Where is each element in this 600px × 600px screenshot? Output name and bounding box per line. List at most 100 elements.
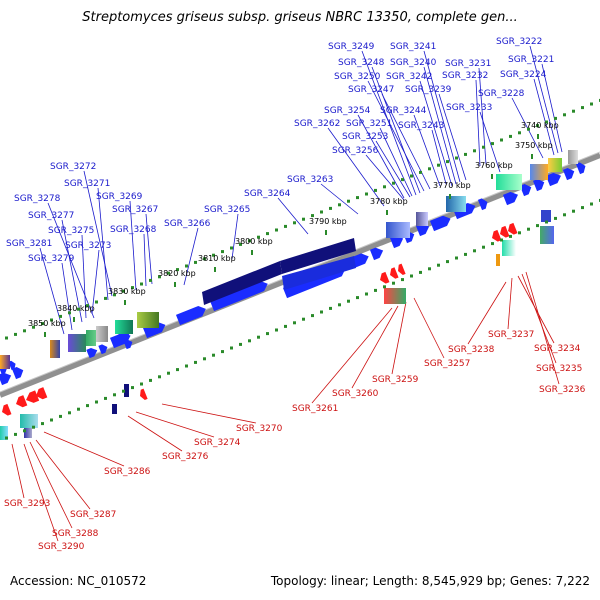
forward-gene <box>369 247 384 261</box>
genome-summary-label: Topology: linear; Length: 8,545,929 bp; … <box>270 574 590 588</box>
top-label-connector <box>320 183 359 215</box>
scale-dot <box>419 170 422 174</box>
top-label-connector <box>183 227 199 286</box>
top-label-connector <box>367 80 425 192</box>
bottom-gene-label: SGR_3270 <box>236 424 283 434</box>
reverse-gene <box>380 271 390 284</box>
top-gene-label: SGR_3222 <box>496 37 542 47</box>
forward-gene <box>477 198 488 211</box>
large-dark-gene <box>202 261 282 305</box>
top-label-connector <box>231 213 239 260</box>
highlight-gene <box>68 334 86 352</box>
highlight-gene <box>96 326 108 342</box>
scale-tick-label: 3810 kbp <box>198 254 236 263</box>
top-label-connector <box>423 66 457 185</box>
small-gene <box>496 254 500 266</box>
scale-dot <box>455 156 458 160</box>
scale-dot <box>347 199 350 203</box>
gene-labels: SGR_3222 SGR_3221 SGR_3224 SGR_3228 SGR_3233… <box>4 37 586 552</box>
scale-dot <box>383 285 386 289</box>
forward-gene <box>575 162 586 175</box>
scale-dot <box>32 325 35 329</box>
reverse-gene <box>508 222 518 235</box>
bottom-gene-label: SGR_3290 <box>38 542 85 552</box>
top-gene-label: SGR_3244 <box>380 106 427 116</box>
bottom-gene-label: SGR_3286 <box>104 467 151 477</box>
scale-tick-label: 3790 kbp <box>309 217 347 226</box>
scale-dot <box>212 253 215 257</box>
scale-tick <box>251 250 253 255</box>
scale-dot <box>572 109 575 113</box>
scale-dot <box>581 106 584 110</box>
reverse-gene <box>36 387 48 400</box>
scale-dot <box>14 332 17 336</box>
scale-dot <box>113 293 116 297</box>
top-label-connector <box>81 234 87 319</box>
scale-dot <box>428 167 431 171</box>
scale-dot <box>293 321 296 325</box>
scale-dot <box>77 407 80 411</box>
scale-dot <box>239 242 242 246</box>
scale-dot <box>545 120 548 124</box>
top-label-connector <box>413 114 441 187</box>
scale-dot <box>401 278 404 282</box>
forward-gene <box>123 339 133 350</box>
highlight-gene <box>416 212 428 226</box>
scale-dot <box>257 235 260 239</box>
top-gene-label: SGR_3233 <box>446 103 492 113</box>
scale-tick-label: 3840 kbp <box>57 304 95 313</box>
scale-dot <box>131 386 134 390</box>
bottom-gene-label: SGR_3234 <box>534 344 581 354</box>
scale-dot <box>329 206 332 210</box>
highlight-gene <box>20 414 38 428</box>
scale-dot <box>392 281 395 285</box>
scale-dot <box>194 360 197 364</box>
top-gene-label: SGR_3275 <box>48 226 94 236</box>
bottom-gene-label: SGR_3274 <box>194 438 241 448</box>
scale-tick <box>44 332 46 337</box>
scale-dot <box>302 217 305 221</box>
scale-dot <box>185 264 188 268</box>
scale-dot <box>338 203 341 207</box>
highlight-gene <box>496 174 522 190</box>
scale-dot <box>311 314 314 318</box>
scale-dot <box>464 252 467 256</box>
scale-tick <box>325 230 327 235</box>
scale-tick <box>174 282 176 287</box>
dark-gene <box>112 404 117 414</box>
bottom-label-connector <box>507 277 513 330</box>
scale-dot <box>410 274 413 278</box>
scale-dot <box>509 134 512 138</box>
top-label-connector <box>83 170 113 297</box>
top-gene-label: SGR_3240 <box>390 58 437 68</box>
highlight-gene <box>115 320 133 334</box>
top-label-connector <box>277 197 309 235</box>
top-gene-label: SGR_3264 <box>244 189 291 199</box>
scale-tick <box>449 194 451 199</box>
scale-dot <box>221 250 224 254</box>
top-label-connector <box>91 249 100 315</box>
highlight-gene <box>137 312 159 328</box>
top-label-connector <box>475 79 481 167</box>
forward-gene <box>98 344 108 355</box>
scale-dot <box>185 364 188 368</box>
top-gene-label: SGR_3221 <box>508 55 554 65</box>
scale-tick-label: 3770 kbp <box>433 181 471 190</box>
top-gene-label: SGR_3269 <box>96 192 143 202</box>
bottom-label-connector <box>29 441 73 529</box>
scale-dot <box>32 425 35 429</box>
bottom-label-connector <box>11 443 25 499</box>
scale-dot <box>563 113 566 117</box>
scale-dot <box>293 221 296 225</box>
bottom-label-connector <box>161 403 257 424</box>
scale-dot <box>482 245 485 249</box>
scale-dot <box>203 257 206 261</box>
scale-tick-label: 3780 kbp <box>370 197 408 206</box>
scale-dot <box>437 263 440 267</box>
bottom-label-connector <box>525 271 560 385</box>
bottom-label-connector <box>521 273 557 364</box>
forward-gene <box>562 168 575 181</box>
scale-tick <box>73 317 75 322</box>
bottom-label-connector <box>413 297 445 359</box>
